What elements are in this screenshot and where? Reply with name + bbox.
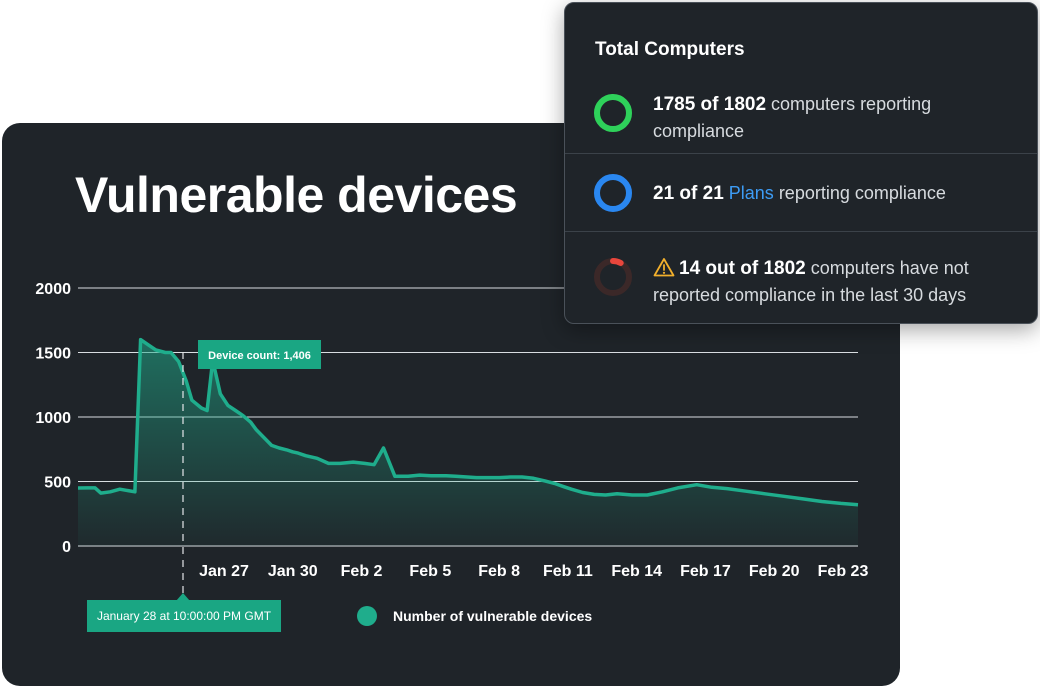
date-label-box xyxy=(87,600,281,632)
plans-progress-ring xyxy=(594,174,632,212)
x-tick-label: Feb 2 xyxy=(341,563,383,580)
panel-title: Total Computers xyxy=(595,39,745,60)
panel-divider xyxy=(565,153,1037,154)
plans-link[interactable]: Plans xyxy=(728,183,774,203)
y-tick-label: 500 xyxy=(44,475,71,492)
x-tick-label: Jan 30 xyxy=(268,563,318,580)
x-tick-label: Feb 20 xyxy=(749,563,800,580)
y-tick-label: 2000 xyxy=(35,281,71,298)
device-count-tooltip xyxy=(198,340,321,369)
legend-marker xyxy=(357,606,377,626)
x-tick-label: Jan 27 xyxy=(199,563,249,580)
x-tick-label: Feb 17 xyxy=(680,563,731,580)
x-tick-label: Feb 23 xyxy=(818,563,869,580)
y-tick-label: 0 xyxy=(62,539,71,556)
y-tick-label: 1000 xyxy=(35,410,71,427)
plans-compliance-text: 21 of 21 Plans reporting compliance xyxy=(653,183,946,204)
y-tick-label: 1500 xyxy=(35,346,71,363)
warning-icon xyxy=(653,258,675,277)
legend-label: Number of vulnerable devices xyxy=(393,608,592,624)
x-tick-label: Feb 14 xyxy=(611,563,662,580)
date-label-text: January 28 at 10:00:00 PM GMT xyxy=(97,609,272,623)
date-label-pointer xyxy=(176,593,190,601)
series-line xyxy=(77,337,859,507)
device-count-tooltip-text: Device count: 1,406 xyxy=(208,350,311,362)
total-computers-panel: Total Computers 1785 of 1802 computers r… xyxy=(564,2,1038,324)
x-tick-label: Feb 8 xyxy=(478,563,520,580)
x-tick-label: Feb 5 xyxy=(409,563,451,580)
not-reported-text: 14 out of 1802 computers have not report… xyxy=(653,258,969,305)
computers-compliance-text: 1785 of 1802 computers reporting complia… xyxy=(653,94,932,141)
not-reported-progress-ring xyxy=(594,258,632,296)
panel-divider xyxy=(565,231,1037,232)
series-area xyxy=(78,339,858,546)
x-tick-label: Feb 11 xyxy=(543,563,593,580)
chart-title: Vulnerable devices xyxy=(75,167,518,223)
computers-progress-ring xyxy=(594,94,632,132)
